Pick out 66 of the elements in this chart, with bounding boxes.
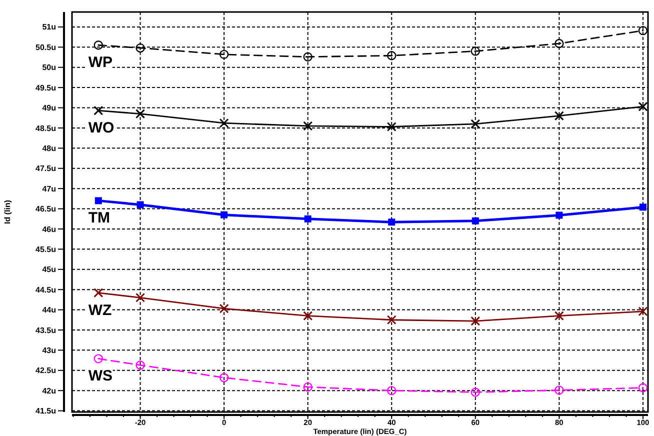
point bbox=[136, 201, 144, 208]
series-label: WP bbox=[88, 54, 113, 72]
point bbox=[387, 386, 396, 396]
y-tick-label: 41.5u bbox=[36, 406, 56, 416]
point bbox=[303, 52, 312, 62]
y-tick-label: 42u bbox=[42, 386, 56, 396]
point bbox=[470, 388, 480, 397]
point bbox=[638, 383, 648, 392]
point bbox=[554, 38, 564, 48]
point bbox=[94, 288, 104, 298]
point bbox=[386, 122, 396, 132]
point bbox=[94, 197, 102, 204]
y-tick-label: 45u bbox=[42, 265, 56, 274]
point bbox=[638, 306, 648, 316]
point bbox=[303, 311, 313, 321]
y-axis-title: Id (lin) bbox=[3, 200, 12, 224]
series-label: WZ bbox=[88, 302, 112, 319]
point bbox=[388, 218, 396, 226]
y-tick-label: 44.5u bbox=[36, 285, 56, 294]
point bbox=[220, 211, 228, 218]
y-tick-label: 43u bbox=[42, 346, 56, 355]
point bbox=[556, 212, 563, 219]
point bbox=[303, 382, 312, 392]
y-tick-label: 44u bbox=[42, 306, 56, 315]
point bbox=[386, 315, 396, 325]
point bbox=[303, 121, 313, 131]
point bbox=[219, 118, 229, 128]
y-tick-label: 49u bbox=[42, 104, 56, 113]
y-tick-label: 49.5u bbox=[36, 83, 56, 92]
point bbox=[219, 304, 229, 314]
point bbox=[554, 111, 564, 121]
series-label: WO bbox=[88, 120, 115, 137]
point bbox=[94, 354, 103, 364]
series-label: TM bbox=[88, 210, 110, 227]
point bbox=[136, 292, 146, 302]
point bbox=[554, 386, 564, 395]
point bbox=[472, 217, 479, 224]
point bbox=[638, 102, 648, 112]
y-tick-label: 48.5u bbox=[36, 124, 56, 133]
y-tick-label: 46u bbox=[42, 224, 56, 234]
point bbox=[470, 119, 480, 129]
y-tick-label: 50.5u bbox=[36, 42, 56, 52]
point bbox=[94, 40, 103, 50]
point bbox=[638, 26, 648, 36]
y-tick-label: 42.5u bbox=[36, 366, 56, 376]
point bbox=[219, 373, 229, 382]
point bbox=[470, 46, 480, 56]
point bbox=[136, 360, 145, 370]
point bbox=[554, 311, 564, 321]
point bbox=[94, 106, 104, 116]
series-label: WS bbox=[88, 368, 113, 385]
point bbox=[219, 50, 229, 60]
point bbox=[136, 109, 146, 119]
y-tick-label: 51u bbox=[42, 22, 56, 32]
point bbox=[470, 316, 480, 326]
point bbox=[304, 215, 312, 222]
y-tick-label: 47.5u bbox=[36, 164, 56, 174]
point bbox=[387, 51, 396, 60]
y-tick-label: 47u bbox=[42, 184, 56, 194]
y-tick-label: 43.5u bbox=[36, 326, 56, 335]
point bbox=[136, 43, 145, 53]
y-tick-label: 45.5u bbox=[36, 244, 56, 254]
y-tick-label: 46.5u bbox=[36, 204, 56, 214]
y-tick-label: 48u bbox=[42, 144, 56, 153]
point bbox=[639, 204, 646, 211]
y-tick-label: 50u bbox=[42, 63, 56, 72]
